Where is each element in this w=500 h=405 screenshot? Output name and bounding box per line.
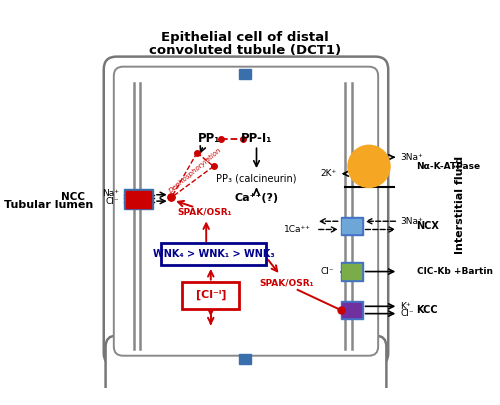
Text: NCX: NCX: [416, 221, 440, 231]
Text: NCC: NCC: [62, 192, 86, 202]
Bar: [340, 217, 362, 235]
Bar: [340, 301, 362, 319]
FancyBboxPatch shape: [114, 67, 378, 356]
Text: 1Ca⁺⁺: 1Ca⁺⁺: [284, 225, 312, 234]
Text: 3Na⁺: 3Na⁺: [400, 153, 423, 162]
Bar: [342, 264, 361, 279]
Text: Nα-K-ATPase: Nα-K-ATPase: [416, 162, 480, 171]
Bar: [126, 191, 152, 207]
Text: Dephosphorylation: Dephosphorylation: [168, 146, 222, 194]
Text: Epithelial cell of distal: Epithelial cell of distal: [160, 31, 328, 44]
Text: Na⁺: Na⁺: [102, 189, 120, 198]
Text: PP-I₁: PP-I₁: [241, 132, 272, 145]
Bar: [340, 262, 362, 281]
Text: Interstitial fluid: Interstitial fluid: [454, 156, 464, 254]
Text: K⁺: K⁺: [400, 302, 410, 311]
Text: ClC-Kb +Bartin: ClC-Kb +Bartin: [416, 267, 492, 276]
Bar: [239, 354, 251, 364]
Text: WNK₄ > WNK₁ > WNK₃: WNK₄ > WNK₁ > WNK₃: [152, 249, 274, 259]
FancyBboxPatch shape: [104, 57, 388, 366]
Circle shape: [348, 145, 390, 188]
Text: Tubular lumen: Tubular lumen: [4, 200, 94, 210]
Bar: [342, 303, 361, 317]
Text: Cl⁻: Cl⁻: [320, 267, 334, 276]
Text: SPAK/OSR₁: SPAK/OSR₁: [260, 278, 314, 287]
FancyBboxPatch shape: [182, 281, 239, 309]
Bar: [239, 69, 251, 79]
Text: [Cl⁻ᴵ]: [Cl⁻ᴵ]: [196, 290, 226, 301]
Text: convoluted tubule (DCT1): convoluted tubule (DCT1): [148, 44, 340, 57]
FancyBboxPatch shape: [106, 336, 386, 401]
Bar: [342, 219, 361, 233]
Bar: [124, 189, 153, 209]
Text: PP₃ (calcineurin): PP₃ (calcineurin): [216, 173, 297, 183]
Text: Cl⁻: Cl⁻: [106, 197, 120, 206]
FancyBboxPatch shape: [162, 243, 266, 265]
Text: Ca⁺⁺(?): Ca⁺⁺(?): [234, 193, 279, 203]
Text: SPAK/OSR₁: SPAK/OSR₁: [177, 208, 232, 217]
Text: Cl⁻: Cl⁻: [400, 309, 413, 318]
Text: PP₁: PP₁: [198, 132, 220, 145]
Text: 3Na⁺: 3Na⁺: [400, 217, 423, 226]
Text: 2K⁺: 2K⁺: [320, 169, 337, 178]
Text: KCC: KCC: [416, 305, 438, 315]
